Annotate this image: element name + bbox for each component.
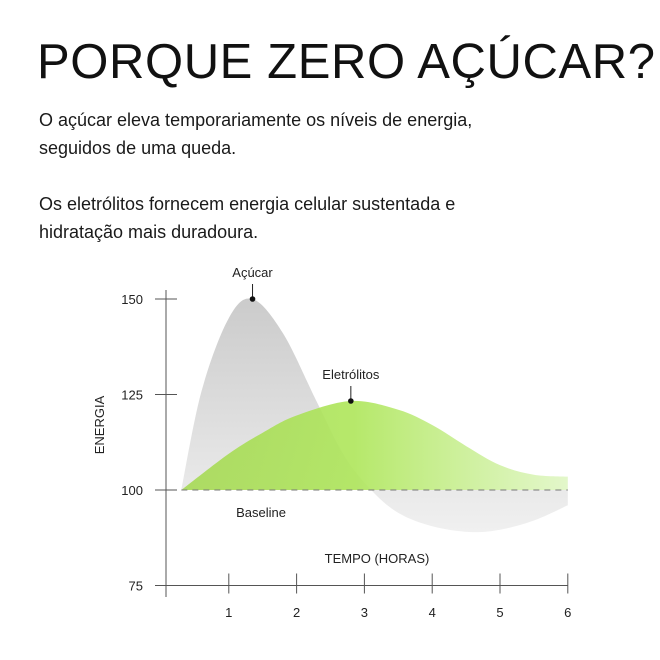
electrolytes-series-label: Eletrólitos [322, 367, 380, 382]
y-tick-label: 150 [121, 292, 143, 307]
sugar-description-line-2: seguidos de uma queda. [39, 138, 237, 158]
electrolytes-description-line-2: hidratação mais duradoura. [39, 222, 259, 242]
y-tick-label: 125 [121, 388, 143, 403]
x-tick-label: 4 [429, 605, 436, 620]
x-tick-label: 5 [496, 605, 503, 620]
x-axis-label: TEMPO (HORAS) [325, 551, 430, 566]
y-tick-label: 75 [129, 579, 143, 594]
baseline-label: Baseline [236, 505, 286, 520]
peak-marker-dot [348, 398, 354, 404]
x-tick-label: 3 [361, 605, 368, 620]
peak-marker-dot [249, 296, 256, 302]
y-tick-label: 100 [121, 483, 143, 498]
electrolytes-description-line-1: Os eletrólitos fornecem energia celular … [39, 194, 456, 214]
x-tick-label: 1 [225, 605, 232, 620]
electrolytes-description: Os eletrólitos fornecem energia celular … [39, 190, 455, 246]
electrolytes-area [181, 400, 568, 490]
sugar-series-label: Açúcar [232, 265, 273, 280]
y-axis-label: ENERGIA [92, 395, 107, 454]
sugar-description: O açúcar eleva temporariamente os níveis… [39, 106, 472, 162]
page-title: PORQUE ZERO AÇÚCAR? [37, 35, 656, 89]
x-tick-label: 6 [564, 605, 571, 620]
x-tick-label: 2 [293, 605, 300, 620]
sugar-description-line-1: O açúcar eleva temporariamente os níveis… [39, 110, 473, 130]
